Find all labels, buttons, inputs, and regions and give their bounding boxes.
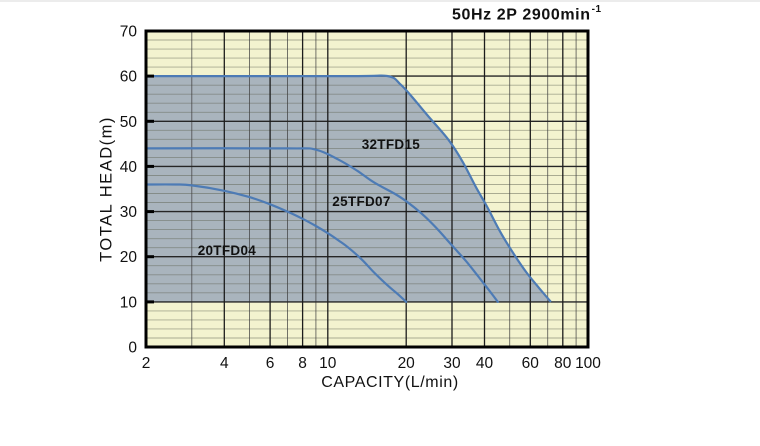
x-tick-label: 10 <box>319 355 337 372</box>
curve-25TFD07 <box>144 147 499 303</box>
chart-title: 50Hz 2P 2900min-1 <box>452 4 602 24</box>
y-tick-label: 70 <box>120 24 138 41</box>
y-axis-tick <box>147 255 154 259</box>
x-tick-label: 80 <box>554 355 572 372</box>
y-tick-label: 30 <box>120 204 138 221</box>
y-tick-label: 10 <box>120 294 138 311</box>
curve-label-20TFD04: 20TFD04 <box>198 243 257 258</box>
y-tick-label: 20 <box>120 249 138 266</box>
y-axis-tick <box>147 164 154 168</box>
x-tick-label: 4 <box>220 355 229 372</box>
operating-region <box>146 75 551 302</box>
y-tick-label: 0 <box>128 340 137 357</box>
x-tick-label: 20 <box>398 355 416 372</box>
chart-title-text: 50Hz 2P 2900min <box>452 6 591 24</box>
y-tick-label: 50 <box>120 114 138 131</box>
curve-label-25TFD07: 25TFD07 <box>332 194 390 209</box>
plot-area: 0 10 20 30 40 50 60 70 2 4 6 8 10 20 30 40 60 80 100 32TFD1… <box>120 24 602 373</box>
x-tick-label: 30 <box>443 355 461 372</box>
curve-20TFD04 <box>144 183 408 303</box>
y-tick-label: 40 <box>120 159 138 176</box>
curve-32TFD15 <box>146 74 552 303</box>
x-tick-label: 6 <box>266 355 275 372</box>
x-tick-label: 100 <box>575 355 601 372</box>
x-tick-label: 60 <box>522 355 540 372</box>
x-tick-label: 40 <box>476 355 494 372</box>
y-axis-tick <box>147 300 154 304</box>
chart-title-superscript: -1 <box>591 4 602 15</box>
x-tick-label: 8 <box>298 355 307 372</box>
y-axis-tick <box>147 74 154 78</box>
x-axis-title: CAPACITY(L/min) <box>321 374 459 391</box>
y-axis-tick <box>147 210 154 214</box>
y-axis-title: TOTAL HEAD(m) <box>97 116 116 262</box>
y-axis-tick <box>147 119 154 123</box>
y-tick-label: 60 <box>120 69 138 86</box>
x-tick-label: 2 <box>142 355 151 372</box>
plot-border <box>144 29 590 349</box>
curve-label-32TFD15: 32TFD15 <box>362 137 421 152</box>
